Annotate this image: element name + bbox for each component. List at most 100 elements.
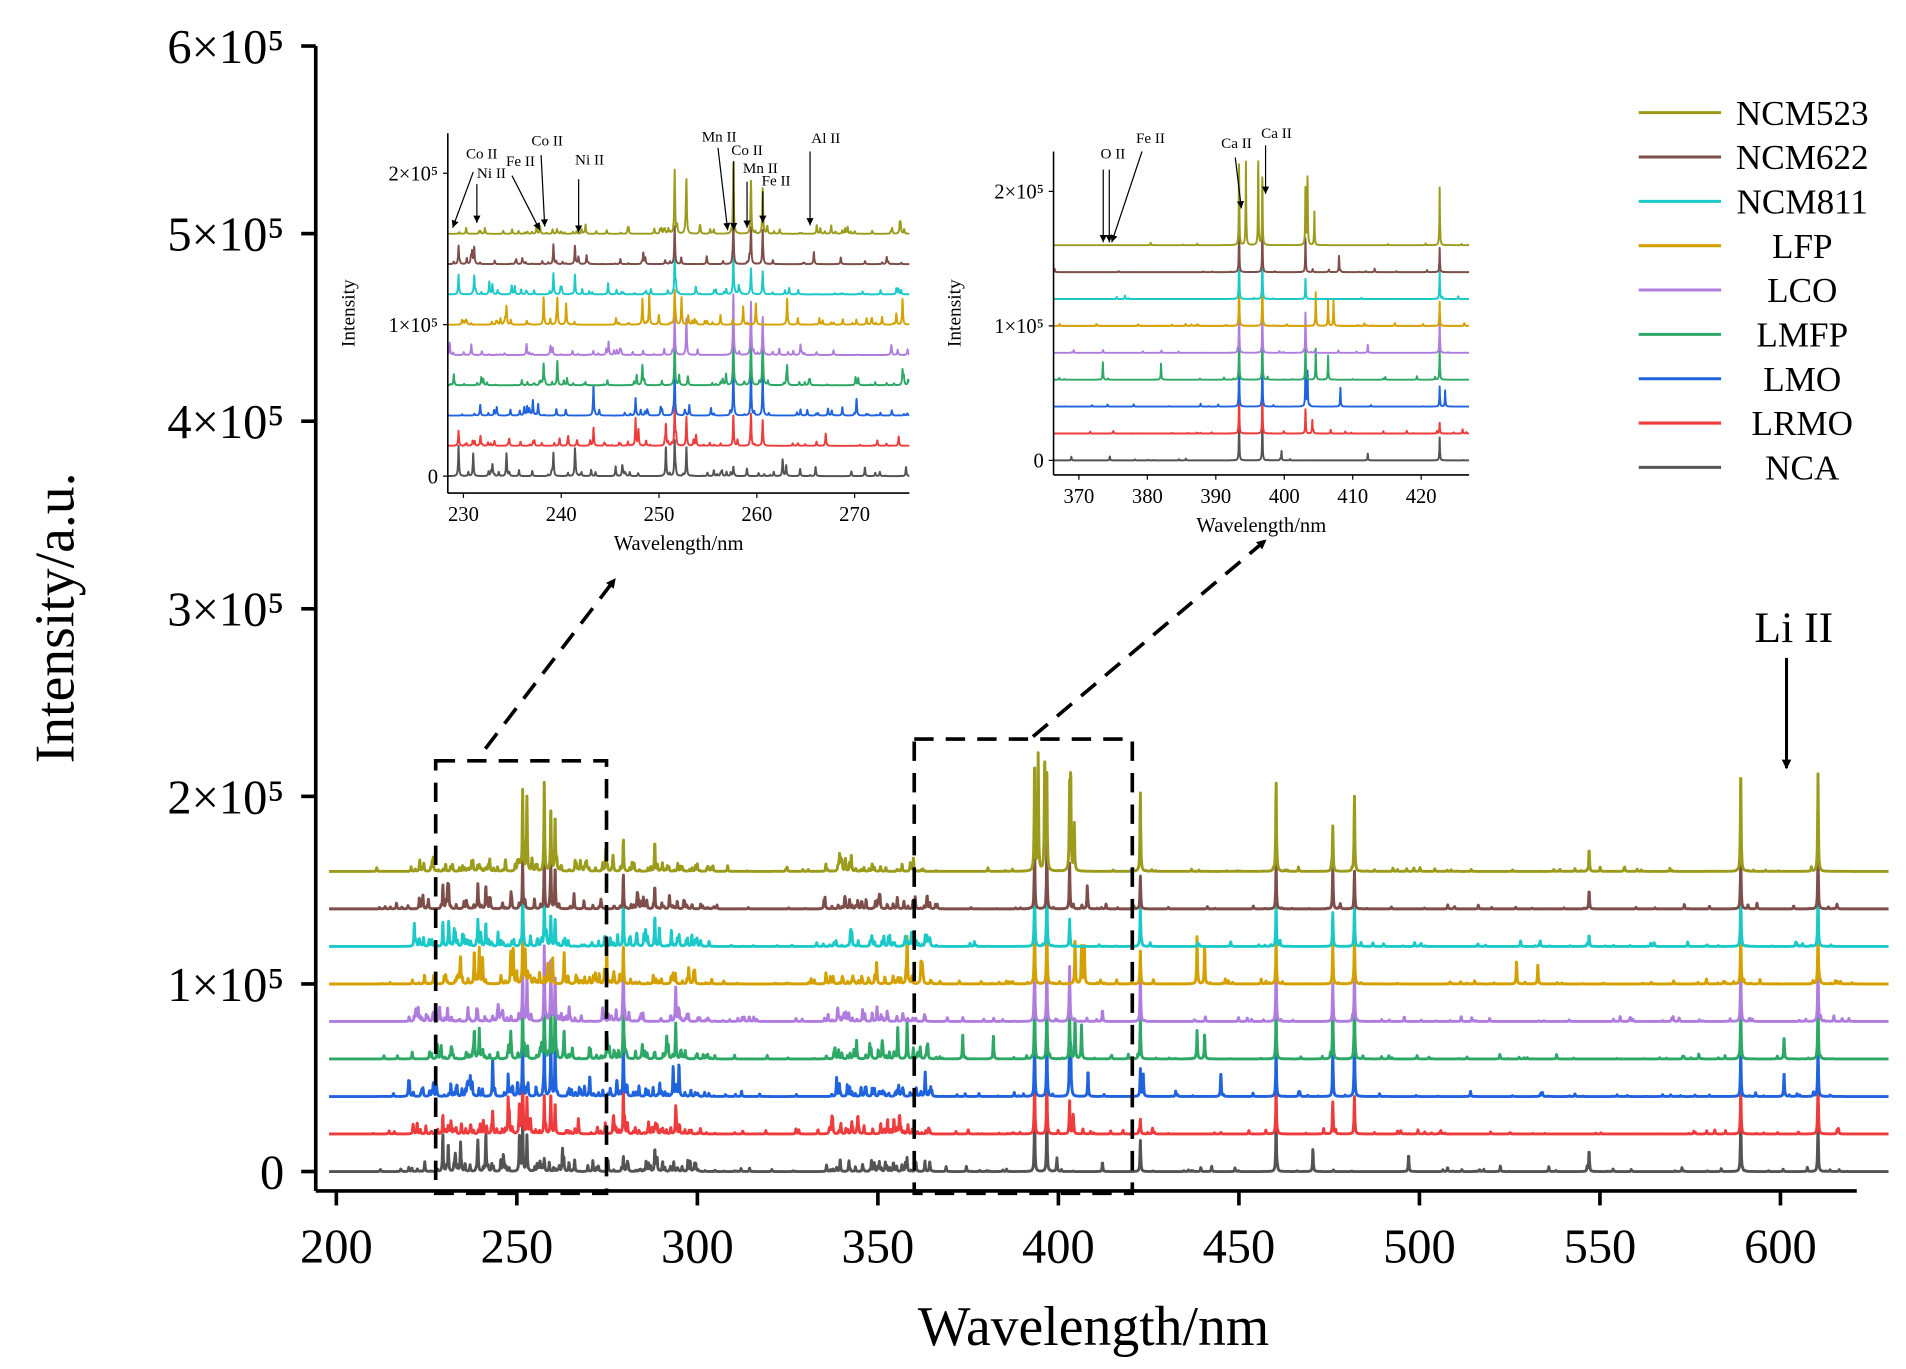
x-tick-label: 550 <box>1564 1220 1637 1273</box>
inset-x-tick-label: 370 <box>1063 486 1094 508</box>
y-tick-label: 2×10⁵ <box>167 771 284 824</box>
inset-x-tick-label: 410 <box>1337 486 1368 508</box>
peak-label: Co II <box>531 133 563 149</box>
zoom-arrow-2 <box>1031 538 1267 738</box>
peak-label: Ca II <box>1261 126 1292 142</box>
y-tick-label: 5×10⁵ <box>167 209 284 262</box>
inset-2-series-line-ncm811 <box>1053 250 1470 300</box>
inset-1-series-line-ncm811 <box>447 254 910 296</box>
zoom-region-boxes <box>433 538 1267 1196</box>
zoom-arrow-1 <box>483 577 617 750</box>
peak-label: Ni II <box>477 166 506 182</box>
inset-2-series-line-lco <box>1053 311 1470 354</box>
main-series-lines <box>327 751 1890 1173</box>
peak-label: Mn II <box>743 161 778 177</box>
peak-label: Co II <box>466 147 498 163</box>
series-line-ncm523 <box>327 751 1890 873</box>
inset-y-tick-label: 2×10⁵ <box>994 182 1044 204</box>
x-tick-label: 200 <box>300 1220 373 1273</box>
peak-label: O II <box>1101 147 1126 163</box>
inset-x-tick-label: 260 <box>741 504 772 526</box>
inset-x-tick-label: 390 <box>1200 486 1231 508</box>
legend-label: NCM523 <box>1736 94 1869 133</box>
peak-label: Co II <box>731 143 763 159</box>
inset-1-series-line-lco <box>447 293 910 356</box>
inset-2-series-line-lfp <box>1053 277 1470 327</box>
inset-2-series-line-nca <box>1053 418 1470 462</box>
series-line-ncm811 <box>327 879 1890 948</box>
series-line-lco <box>327 944 1890 1023</box>
series-line-lmfp <box>327 989 1890 1061</box>
legend-item-lmo: LMO <box>1638 360 1841 399</box>
inset-x-tick-label: 380 <box>1132 486 1163 508</box>
inset-x-tick-label: 400 <box>1269 486 1300 508</box>
legend-label: LRMO <box>1752 404 1853 443</box>
legend-label: LMO <box>1763 360 1841 399</box>
legend-item-ncm622: NCM622 <box>1638 138 1869 177</box>
series-line-lrmo <box>327 1076 1890 1136</box>
legend-item-nca: NCA <box>1638 449 1840 488</box>
zoom-box-1 <box>433 759 609 1196</box>
inset-x-tick-label: 420 <box>1406 486 1437 508</box>
y-tick-label: 4×10⁵ <box>167 396 284 449</box>
peak-label: Fe II <box>1136 131 1165 147</box>
peak-label: Ca II <box>1221 136 1252 152</box>
y-tick-label: 3×10⁵ <box>167 584 284 637</box>
legend-item-lfp: LFP <box>1638 227 1833 266</box>
inset-chart-2: 370 380 390 400 410 420 0 1×10⁵ 2×10⁵ Wavelength/… <box>944 126 1470 537</box>
inset-y-tick-label: 2×10⁵ <box>388 164 438 186</box>
inset-y-axis-title: Intensity <box>339 279 360 347</box>
peak-arrow <box>717 147 731 231</box>
li-annotation: Li II <box>1754 604 1833 770</box>
inset-2-series-line-lmo <box>1053 358 1470 408</box>
legend-item-ncm523: NCM523 <box>1638 94 1869 133</box>
legend-item-lco: LCO <box>1638 271 1837 310</box>
main-axes: 0 1×10⁵ 2×10⁵ 3×10⁵ 4×10⁵ 5×10⁵ 6×10⁵ 200 250 300… <box>167 21 1857 1273</box>
peak-arrow <box>540 155 548 227</box>
inset-x-tick-label: 270 <box>839 504 870 526</box>
inset-1-series-line-ncm523 <box>447 161 910 235</box>
x-tick-label: 450 <box>1203 1220 1276 1273</box>
inset-x-axis-title: Wavelength/nm <box>1196 515 1326 537</box>
inset-y-tick-label: 1×10⁵ <box>388 315 438 337</box>
legend: NCM523 NCM622 NCM811 LFP LCO LMFP LMO LRMO NCA <box>1638 94 1869 488</box>
inset-x-axis-title: Wavelength/nm <box>614 533 744 555</box>
inset-y-tick-label: 0 <box>428 466 438 488</box>
inset-2-series-line-lmfp <box>1053 331 1470 381</box>
legend-label: LCO <box>1767 271 1837 310</box>
legend-label: NCM811 <box>1737 182 1868 221</box>
series-line-lfp <box>327 916 1890 986</box>
series-line-lmo <box>327 1029 1890 1098</box>
x-tick-label: 350 <box>842 1220 915 1273</box>
y-axis-title: Intensity/a.u. <box>24 472 86 763</box>
inset-2-series-line-ncm523 <box>1053 160 1470 247</box>
x-tick-label: 300 <box>661 1220 734 1273</box>
inset-y-axis-title: Intensity <box>944 279 965 347</box>
x-tick-label: 250 <box>481 1220 554 1273</box>
peak-label: Ni II <box>575 153 604 169</box>
inset-1-series-line-lfp <box>447 288 910 326</box>
zoom-box-2 <box>912 737 1135 1196</box>
peak-label: Al II <box>811 131 840 147</box>
peak-arrow <box>451 171 474 228</box>
peak-label: Fe II <box>506 154 535 170</box>
peak-label: Fe II <box>762 173 791 189</box>
peak-arrow <box>1234 157 1245 209</box>
inset-x-tick-label: 230 <box>448 504 479 526</box>
x-tick-label: 500 <box>1383 1220 1456 1273</box>
legend-item-lrmo: LRMO <box>1638 404 1853 443</box>
legend-label: NCM622 <box>1736 138 1869 177</box>
legend-label: LFP <box>1772 227 1833 266</box>
inset-y-tick-label: 0 <box>1034 451 1044 473</box>
legend-label: NCA <box>1765 449 1840 488</box>
inset-chart-1: 230 240 250 260 270 0 1×10⁵ 2×10⁵ Wavelength/nm I… <box>339 130 910 555</box>
inset-x-tick-label: 250 <box>644 504 675 526</box>
series-line-nca <box>327 1113 1890 1173</box>
y-tick-label: 0 <box>260 1146 284 1199</box>
inset-2-series-line-lrmo <box>1053 392 1470 435</box>
peak-arrow <box>511 175 541 231</box>
legend-item-lmfp: LMFP <box>1638 315 1848 354</box>
y-tick-label: 1×10⁵ <box>167 959 284 1012</box>
inset-y-tick-label: 1×10⁵ <box>994 316 1044 338</box>
